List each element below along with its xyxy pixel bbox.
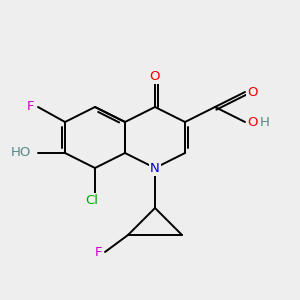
- Text: HO: HO: [11, 146, 31, 158]
- Text: O: O: [247, 85, 257, 98]
- Text: Cl: Cl: [85, 194, 98, 208]
- Text: F: F: [27, 100, 35, 113]
- Text: H: H: [260, 116, 270, 128]
- Text: O: O: [247, 116, 257, 128]
- Text: N: N: [150, 161, 160, 175]
- Text: F: F: [94, 245, 102, 259]
- Text: O: O: [150, 70, 160, 83]
